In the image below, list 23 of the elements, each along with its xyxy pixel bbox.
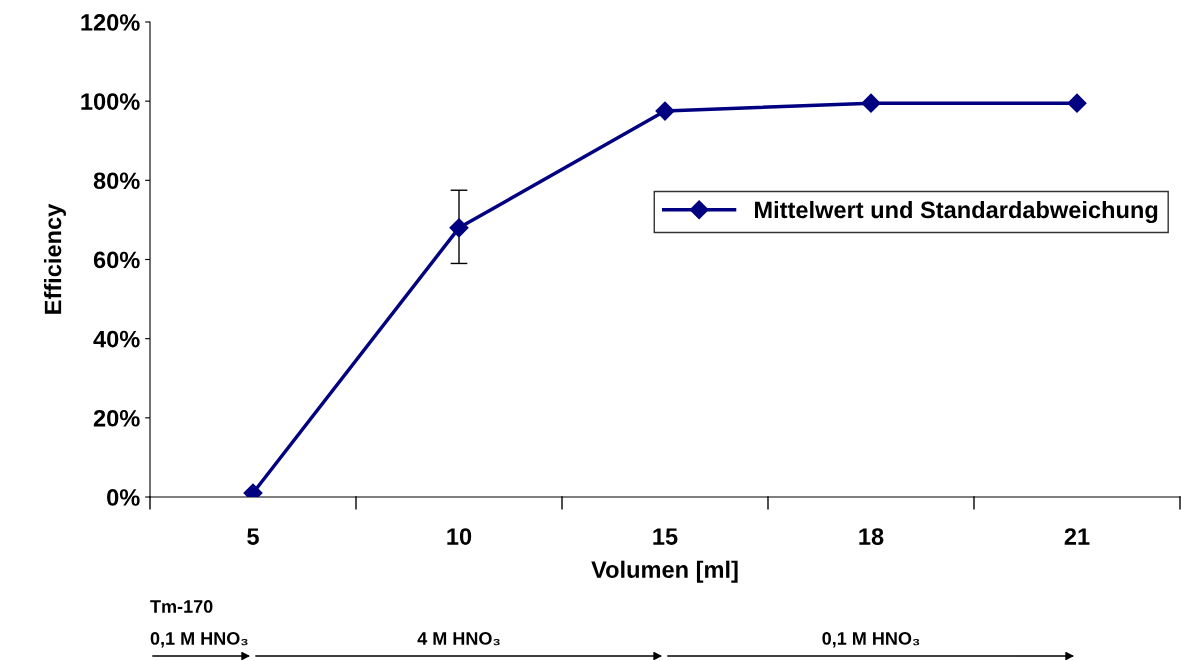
x-tick-label: 15 (653, 528, 678, 545)
x-tick-label: 5 (247, 528, 259, 545)
y-tick-label: 80% (93, 172, 140, 190)
point (655, 101, 675, 121)
y-tick-label: 100% (81, 93, 140, 110)
legend-label: Mittelwert und Standardabweichung (755, 200, 1158, 224)
y-tick-label: 20% (93, 409, 140, 427)
y-tick-label: 40% (93, 330, 140, 348)
y-axis-title: Efficiency (43, 203, 66, 314)
text: Tm-170 (150, 600, 213, 613)
y-tick-label: 120% (81, 14, 140, 31)
x-tick-label: 18 (859, 528, 884, 545)
point (449, 218, 469, 238)
point (861, 93, 881, 113)
text: 4 M HNO₃ (417, 632, 500, 646)
x-tick-label: 10 (447, 528, 472, 545)
point (1067, 93, 1087, 113)
text: 0,1 M HNO₃ (822, 632, 920, 648)
x-axis-title: Volumen [ml] (591, 560, 738, 583)
y-tick-label: 0% (107, 489, 140, 506)
text: 0,1 M HNO₃ (150, 632, 248, 648)
y-tick-label: 60% (93, 251, 140, 269)
x-tick-label: 21 (1064, 528, 1090, 545)
